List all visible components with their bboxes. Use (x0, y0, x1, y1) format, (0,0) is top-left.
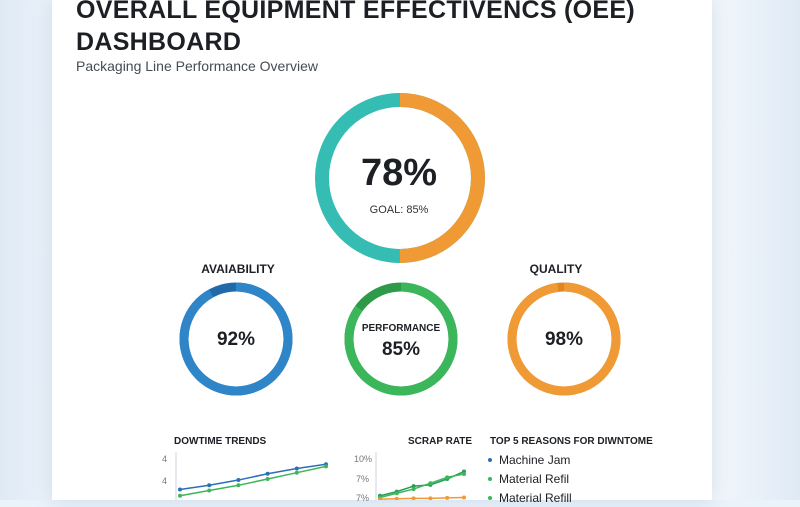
downtime-data-point (178, 493, 182, 498)
reason-label: Machine Jam (499, 452, 571, 467)
downtime-trend-chart (175, 452, 328, 500)
scrap-data-point (394, 491, 399, 496)
oee-value: 78% (360, 152, 438, 194)
scrap-data-point (445, 475, 450, 480)
downtime-data-point (178, 487, 182, 492)
scrap-data-point (428, 496, 433, 500)
list-item: Material Refill (488, 488, 572, 507)
scrap-data-point (462, 495, 466, 500)
scrap-series-line (379, 496, 465, 500)
oee-ring-fill (315, 93, 485, 263)
performance-label: PERFORMANCE (361, 323, 441, 334)
scrap-data-point (411, 484, 416, 489)
page-title: OVERALL EQUIPMENT EFFECTIVENCS (OEE) DAS… (76, 0, 635, 56)
scrap-data-point (428, 481, 433, 486)
performance-ring-fill (344, 282, 458, 396)
quality-gauge (507, 282, 621, 396)
downtime-data-point (265, 471, 270, 476)
scrap-data-point (411, 496, 416, 500)
scrap-data-point (378, 497, 382, 500)
reason-label: Material Refil (499, 471, 570, 486)
downtime-data-point (265, 477, 270, 481)
downtime-data-point (207, 488, 212, 493)
downtime-series-line (179, 463, 327, 491)
downtime-data-point (236, 478, 241, 483)
scrap-series-line (379, 470, 465, 497)
reasons-list: Machine Jam Material Refil Material Refi… (488, 450, 572, 507)
bullet-icon (488, 457, 492, 462)
page-subtitle: Packaging Line Performance Overview (76, 58, 319, 74)
downtime-data-point (294, 470, 299, 475)
scrap-data-point (445, 495, 450, 500)
scrap-tick: 7% (356, 474, 370, 484)
quality-label: QUALITY (529, 262, 583, 276)
availability-value: 92% (216, 329, 256, 350)
scrap-tick: 7% (356, 493, 370, 503)
oee-gauge (315, 93, 485, 263)
bullet-icon (488, 495, 492, 500)
reason-label: Material Refill (499, 490, 572, 505)
downtime-tick: 4 (162, 454, 168, 464)
list-item: Material Refil (488, 469, 572, 488)
scrap-data-point (462, 471, 466, 476)
quality-ring-fill (507, 282, 621, 396)
scrap-series-line (379, 473, 465, 499)
scrap-tick: 10% (354, 454, 373, 464)
availability-ring-fill (179, 282, 293, 396)
availability-gauge (179, 282, 293, 396)
scrap-rate-chart (375, 452, 466, 500)
downtime-data-point (207, 483, 212, 488)
performance-gauge (344, 282, 458, 396)
availability-label: AVAIABILITY (201, 262, 275, 276)
downtime-tick: 4 (162, 476, 168, 486)
downtime-title: DOWTIME TRENDS (174, 436, 267, 447)
downtime-data-point (294, 466, 299, 471)
scrap-data-point (394, 496, 399, 500)
oee-goal: GOAL: 85% (369, 204, 429, 216)
bullet-icon (488, 476, 492, 481)
downtime-data-point (236, 483, 241, 488)
scrap-data-point (411, 487, 416, 492)
performance-value: 85% (381, 339, 421, 360)
scrap-title: SCRAP RATE (408, 436, 473, 447)
reasons-title: TOP 5 REASONS FOR DIWNTOME (490, 436, 653, 447)
list-item: Machine Jam (488, 450, 572, 469)
downtime-series-line (179, 465, 327, 497)
quality-value: 98% (544, 329, 584, 350)
downtime-data-point (324, 464, 328, 469)
gauges-and-charts (175, 93, 621, 500)
